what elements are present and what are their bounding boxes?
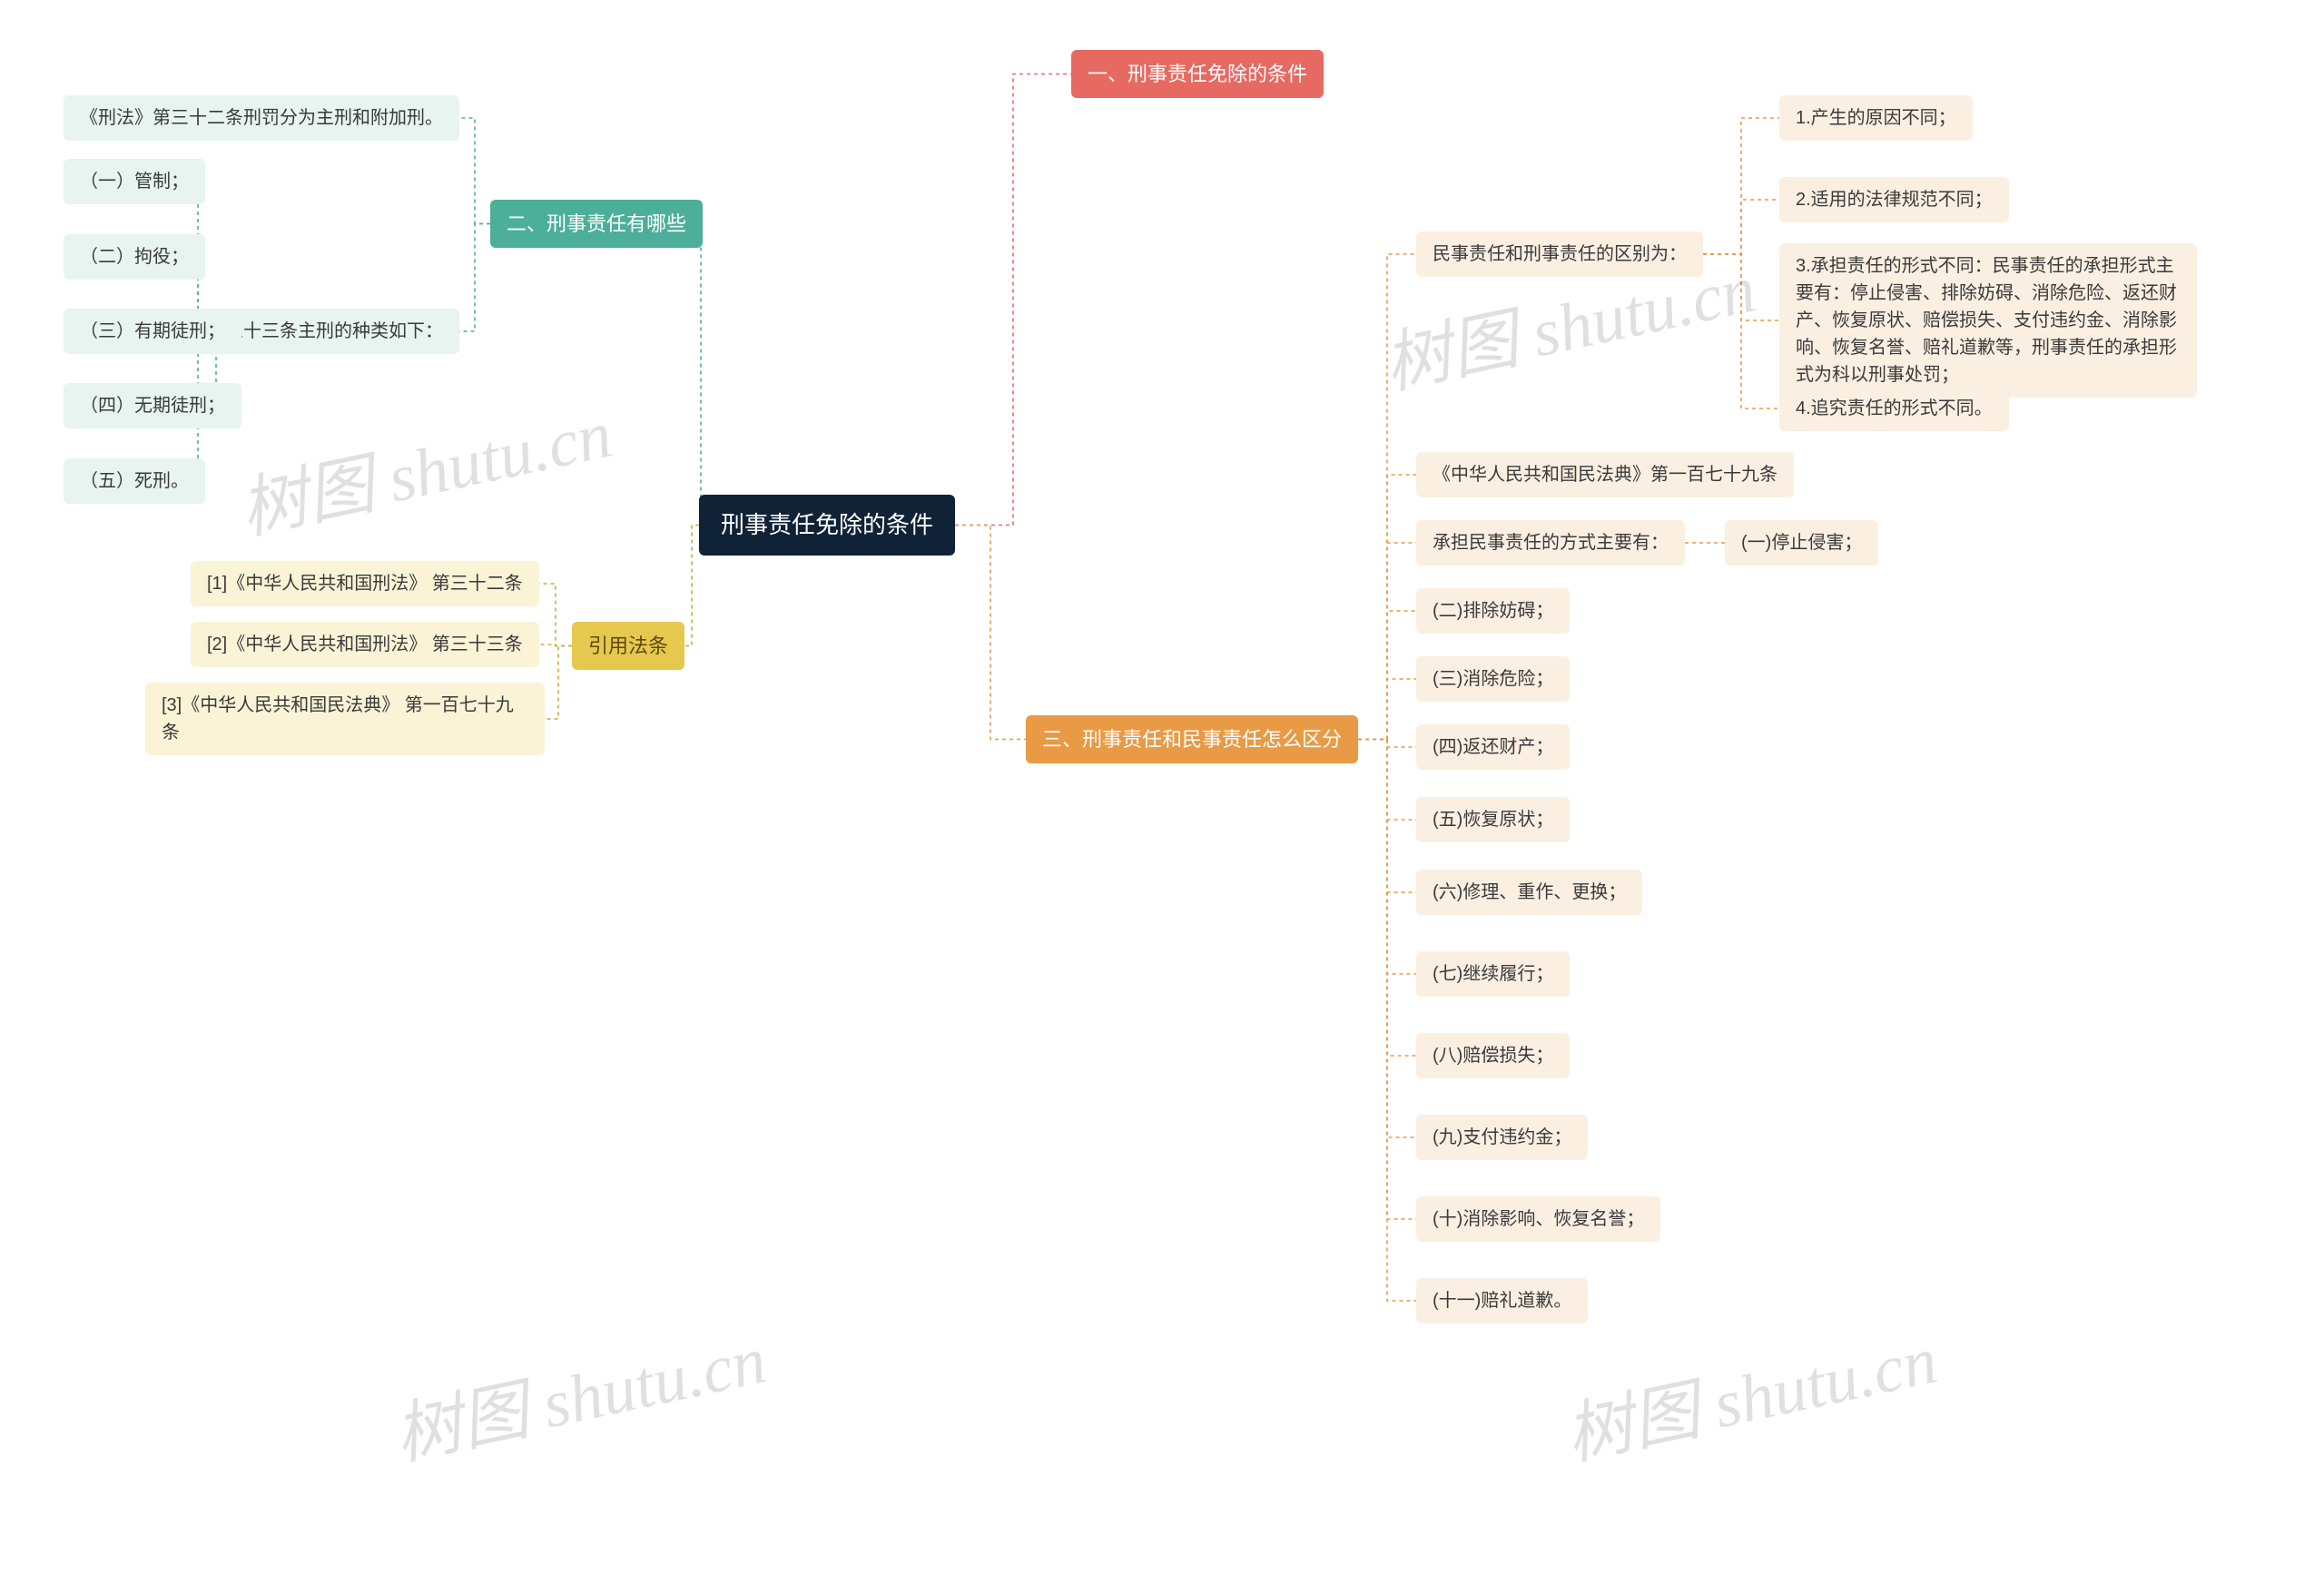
- mindmap-node[interactable]: 三、刑事责任和民事责任怎么区分: [1026, 715, 1358, 763]
- mindmap-node[interactable]: (十一)赔礼道歉。: [1416, 1278, 1588, 1323]
- mindmap-node[interactable]: （四）无期徒刑；: [64, 383, 241, 428]
- mindmap-node[interactable]: 3.承担责任的形式不同：民事责任的承担形式主要有：停止侵害、排除妨碍、消除危险、…: [1779, 243, 2197, 398]
- mindmap-node[interactable]: (十)消除影响、恢复名誉；: [1416, 1196, 1660, 1242]
- connector: [1358, 740, 1416, 1220]
- mindmap-node[interactable]: [1]《中华人民共和国刑法》 第三十二条: [191, 561, 539, 606]
- mindmap-node[interactable]: 《中华人民共和国民法典》第一百七十九条: [1416, 452, 1794, 497]
- connector: [684, 526, 699, 646]
- connector: [459, 224, 490, 332]
- mindmap-node[interactable]: 4.追究责任的形式不同。: [1779, 386, 2009, 431]
- mindmap-node[interactable]: (七)继续履行；: [1416, 951, 1570, 997]
- connector: [1358, 254, 1416, 740]
- connector: [539, 584, 572, 646]
- connector: [955, 74, 1071, 526]
- mindmap-node[interactable]: 1.产生的原因不同；: [1779, 95, 1973, 141]
- mindmap-node[interactable]: （三）有期徒刑；: [64, 309, 241, 354]
- mindmap-node[interactable]: （一）管制；: [64, 159, 205, 204]
- mindmap-node[interactable]: (六)修理、重作、更换；: [1416, 870, 1642, 915]
- mindmap-node[interactable]: (八)赔偿损失；: [1416, 1033, 1570, 1078]
- connector: [699, 224, 703, 526]
- connector: [955, 526, 1026, 740]
- connector: [1358, 740, 1416, 748]
- connector: [1703, 254, 1779, 408]
- connector: [1358, 740, 1416, 975]
- mindmap-node[interactable]: (三)消除危险；: [1416, 656, 1570, 702]
- mindmap-node[interactable]: (四)返还财产；: [1416, 724, 1570, 770]
- mindmap-node[interactable]: (九)支付违约金；: [1416, 1115, 1588, 1160]
- connector: [1358, 740, 1416, 1057]
- mindmap-node[interactable]: [3]《中华人民共和国民法典》 第一百七十九条: [145, 683, 545, 755]
- mindmap-node[interactable]: （五）死刑。: [64, 458, 205, 504]
- watermark: 树图 shutu.cn: [230, 379, 618, 553]
- connector: [1358, 475, 1416, 740]
- connector: [539, 644, 572, 646]
- root-node[interactable]: 刑事责任免除的条件: [699, 495, 955, 556]
- connector: [1358, 740, 1416, 821]
- mindmap-node[interactable]: 承担民事责任的方式主要有：: [1416, 520, 1685, 566]
- connector: [545, 646, 572, 720]
- mindmap-node[interactable]: 一、刑事责任免除的条件: [1071, 50, 1324, 98]
- watermark: 树图 shutu.cn: [1555, 1305, 1944, 1479]
- connector: [1358, 740, 1416, 1302]
- mindmap-node[interactable]: 引用法条: [572, 622, 684, 670]
- connector: [1358, 679, 1416, 740]
- connector: [1703, 254, 1779, 320]
- mindmap-node[interactable]: 2.适用的法律规范不同；: [1779, 177, 2009, 222]
- mindmap-node[interactable]: (一)停止侵害；: [1725, 520, 1878, 566]
- connector: [1703, 200, 1779, 254]
- connector: [1358, 740, 1416, 893]
- connector: [1703, 118, 1779, 254]
- mindmap-node[interactable]: (五)恢复原状；: [1416, 797, 1570, 842]
- mindmap-node[interactable]: 二、刑事责任有哪些: [490, 200, 703, 248]
- mindmap-node[interactable]: （二）拘役；: [64, 234, 205, 280]
- connector: [1358, 740, 1416, 1138]
- mindmap-node[interactable]: [2]《中华人民共和国刑法》 第三十三条: [191, 622, 539, 667]
- mindmap-node[interactable]: 民事责任和刑事责任的区别为：: [1416, 231, 1703, 277]
- mindmap-node[interactable]: 《刑法》第三十二条刑罚分为主刑和附加刑。: [64, 95, 459, 141]
- connector: [1358, 543, 1416, 740]
- watermark: 树图 shutu.cn: [384, 1305, 773, 1479]
- connector-layer: [0, 0, 2324, 1574]
- connector: [459, 118, 490, 224]
- connector: [1358, 611, 1416, 740]
- mindmap-node[interactable]: (二)排除妨碍；: [1416, 588, 1570, 634]
